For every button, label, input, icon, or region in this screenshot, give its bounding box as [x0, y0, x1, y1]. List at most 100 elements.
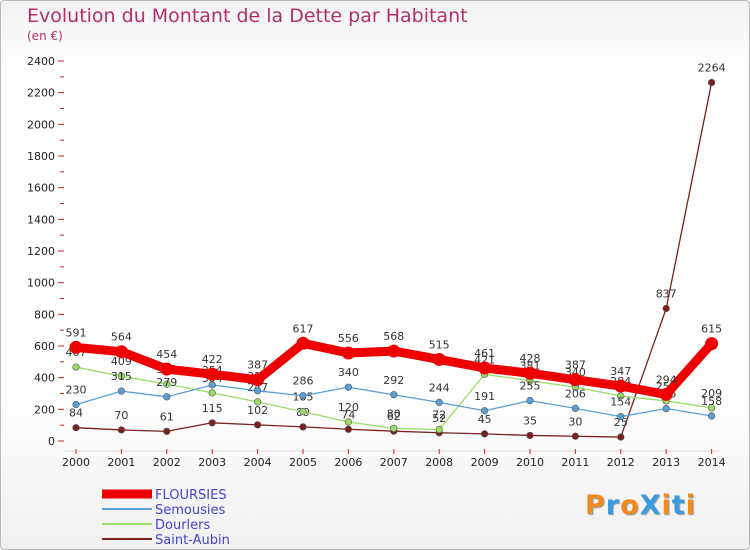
x-tick-label: 2003 — [198, 456, 226, 469]
y-tick-label: 1200 — [27, 245, 55, 258]
data-point-semousies — [208, 381, 216, 389]
data-point-semousies — [617, 413, 625, 421]
data-point-dourlers — [117, 372, 125, 380]
data-point-semousies — [435, 398, 443, 406]
x-tick-label: 2012 — [607, 456, 635, 469]
proxiti-logo: ProXiti — [585, 490, 696, 521]
data-label-floursies: 461 — [474, 347, 495, 360]
data-point-saint-aubin — [707, 78, 716, 87]
data-label-floursies: 347 — [610, 365, 631, 378]
data-point-floursies — [69, 340, 83, 354]
data-label-floursies: 615 — [701, 323, 722, 336]
data-label-semousies: 279 — [156, 376, 177, 389]
data-point-saint-aubin — [571, 432, 580, 440]
data-point-floursies — [614, 379, 628, 393]
data-label-dourlers: 72 — [432, 409, 446, 422]
y-tick-label: 400 — [34, 372, 55, 385]
data-point-dourlers — [435, 426, 443, 434]
x-tick-label: 2013 — [652, 456, 680, 469]
data-label-saint-aubin: 84 — [69, 407, 83, 420]
data-label-floursies: 387 — [247, 359, 268, 372]
x-tick-label: 2006 — [334, 456, 362, 469]
data-label-floursies: 294 — [656, 373, 677, 386]
data-label-floursies: 591 — [66, 326, 87, 339]
data-label-saint-aubin: 62 — [387, 410, 401, 423]
data-point-saint-aubin — [254, 421, 262, 429]
chart-title: Evolution du Montant de la Dette par Hab… — [27, 5, 468, 27]
data-point-saint-aubin — [481, 430, 489, 438]
data-label-floursies: 422 — [202, 353, 223, 366]
data-point-saint-aubin — [117, 426, 125, 434]
y-tick-label: 800 — [34, 308, 55, 321]
data-label-semousies: 315 — [111, 370, 132, 383]
chart-unit: (en €) — [27, 29, 63, 43]
data-point-floursies — [478, 361, 492, 375]
y-tick-label: 1600 — [27, 182, 55, 195]
x-tick-label: 2011 — [561, 456, 589, 469]
x-tick-label: 2007 — [380, 456, 408, 469]
data-point-dourlers — [299, 408, 307, 416]
data-point-semousies — [299, 392, 307, 400]
logo-letter: i — [685, 490, 696, 521]
data-point-floursies — [432, 352, 446, 366]
data-point-dourlers — [208, 389, 216, 397]
data-label-dourlers: 80 — [387, 407, 401, 420]
data-point-semousies — [390, 391, 398, 399]
legend-label-dourlers: Dourlers — [155, 518, 211, 533]
legend-label-saint-aubin: Saint-Aubin — [155, 533, 230, 548]
x-tick-label: 2009 — [471, 456, 499, 469]
data-point-saint-aubin — [208, 419, 216, 427]
x-tick-label: 2004 — [244, 456, 272, 469]
data-point-dourlers — [72, 363, 80, 371]
data-label-saint-aubin: 35 — [523, 414, 537, 427]
data-label-semousies: 255 — [520, 380, 541, 393]
data-label-floursies: 387 — [565, 359, 586, 372]
data-label-semousies: 191 — [474, 390, 495, 403]
logo-letter: r — [605, 490, 621, 521]
data-label-floursies: 617 — [293, 322, 314, 335]
data-label-semousies: 206 — [565, 387, 586, 400]
data-label-semousies: 230 — [66, 384, 87, 397]
logo-letter: o — [620, 490, 640, 521]
data-point-saint-aubin — [526, 431, 534, 440]
data-label-semousies: 158 — [701, 395, 722, 408]
data-point-saint-aubin — [72, 424, 80, 432]
data-point-semousies — [571, 404, 580, 412]
data-point-semousies — [344, 383, 353, 391]
y-tick-label: 2200 — [27, 87, 55, 100]
data-label-floursies: 515 — [429, 338, 450, 351]
data-label-saint-aubin: 25 — [614, 416, 628, 429]
data-label-semousies: 340 — [338, 366, 359, 379]
x-tick-label: 2008 — [425, 456, 453, 469]
data-point-semousies — [707, 412, 716, 420]
data-label-floursies: 568 — [383, 330, 404, 343]
y-tick-label: 1400 — [27, 213, 55, 226]
data-point-floursies — [114, 345, 128, 359]
data-point-floursies — [568, 373, 582, 387]
y-tick-label: 1800 — [27, 150, 55, 163]
data-point-saint-aubin — [299, 423, 307, 431]
data-label-saint-aubin: 837 — [656, 287, 677, 300]
data-point-dourlers — [390, 424, 398, 432]
x-tick-label: 2010 — [516, 456, 544, 469]
data-point-floursies — [705, 337, 719, 351]
data-point-floursies — [523, 366, 537, 380]
data-point-floursies — [659, 387, 673, 401]
data-label-dourlers: 209 — [701, 387, 722, 400]
data-point-floursies — [160, 362, 174, 376]
logo-letter: X — [639, 490, 662, 521]
data-point-dourlers — [707, 404, 716, 412]
data-point-dourlers — [163, 380, 171, 388]
data-point-saint-aubin — [617, 433, 625, 441]
data-point-floursies — [387, 344, 401, 358]
y-tick-label: 2400 — [27, 55, 55, 68]
x-tick-label: 2001 — [107, 456, 135, 469]
data-label-saint-aubin: 61 — [160, 410, 174, 423]
data-label-saint-aubin: 52 — [432, 412, 446, 425]
legend-label-semousies: Semousies — [155, 503, 225, 518]
data-label-floursies: 428 — [520, 352, 541, 365]
data-point-semousies — [254, 387, 262, 395]
data-point-saint-aubin — [163, 427, 171, 435]
y-tick-label: 0 — [48, 435, 55, 448]
